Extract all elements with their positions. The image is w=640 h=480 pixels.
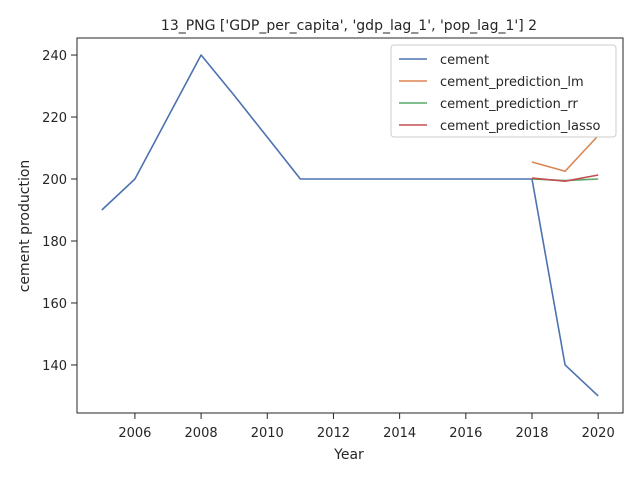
x-tick-label: 2016	[449, 426, 482, 441]
legend-label: cement	[440, 53, 489, 68]
series-line-cement_prediction_lm	[531, 135, 599, 173]
y-tick-label: 140	[42, 359, 67, 374]
legend-label: cement_prediction_rr	[440, 97, 578, 112]
y-tick-label: 240	[42, 49, 67, 64]
legend-label: cement_prediction_lm	[440, 75, 584, 90]
legend-box	[390, 44, 617, 138]
x-axis-label: Year	[333, 447, 364, 463]
y-tick-label: 200	[42, 173, 67, 188]
plot-frame	[76, 37, 624, 414]
y-tick-label: 220	[42, 111, 67, 126]
x-tick-label: 2008	[185, 426, 218, 441]
x-tick-label: 2012	[317, 426, 350, 441]
x-tick-label: 2018	[515, 426, 548, 441]
x-tick-label: 2010	[251, 426, 284, 441]
x-tick-label: 2020	[582, 426, 615, 441]
series-line-cement_prediction_lasso	[531, 174, 599, 182]
legend-label: cement_prediction_lasso	[440, 119, 600, 134]
plot-lines	[101, 54, 599, 397]
y-tick-label: 160	[42, 297, 67, 312]
x-tick-label: 2014	[383, 426, 416, 441]
y-axis-label: cement production	[17, 160, 33, 293]
x-axis: 2006 2008 2010 2012 2014 2016 2018 2020	[118, 413, 615, 441]
y-tick-label: 180	[42, 235, 67, 250]
chart-title: 13_PNG ['GDP_per_capita', 'gdp_lag_1', '…	[161, 18, 537, 34]
legend: cement cement_prediction_lm cement_predict…	[390, 44, 617, 138]
series-line-cement	[101, 54, 599, 397]
y-axis: 140 160 180 200 220 240	[42, 49, 77, 374]
x-tick-label: 2006	[118, 426, 151, 441]
